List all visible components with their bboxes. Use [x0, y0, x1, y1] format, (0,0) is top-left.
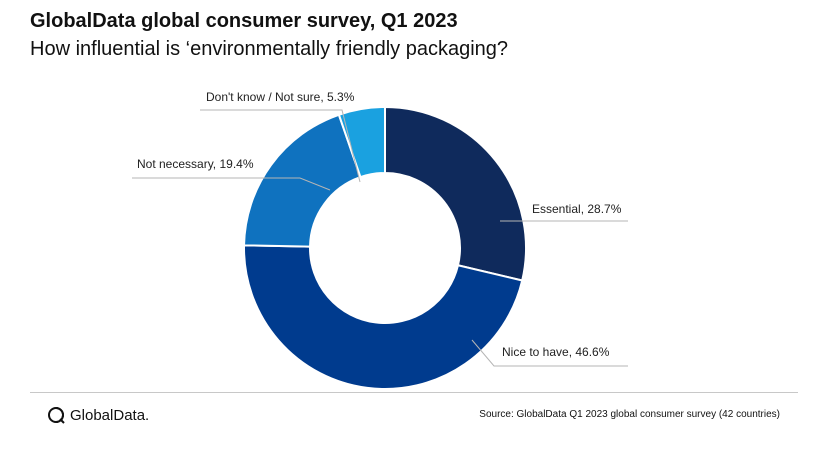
chart-subtitle: How influential is ‘environmentally frie… [30, 38, 509, 60]
source-note: Source: GlobalData Q1 2023 global consum… [479, 409, 780, 420]
leader-not-necessary [132, 177, 331, 191]
logo-text: GlobalData. [70, 406, 150, 424]
donut-chart: Essential, 28.7% Nice to have, 46.6% Not… [132, 90, 628, 390]
globaldata-logo: GlobalData. [46, 405, 149, 425]
footer-divider [30, 392, 798, 393]
leader-dont-know [200, 109, 361, 183]
label-dont-know: Don't know / Not sure, 5.3% [206, 90, 355, 104]
chart-title: GlobalData global consumer survey, Q1 20… [30, 10, 458, 32]
leader-nice-to-have [471, 339, 628, 367]
slice-essential [384, 105, 527, 282]
globaldata-logo-icon [48, 407, 65, 424]
slice-dont-know [337, 105, 386, 179]
slice-not-necessary [243, 113, 362, 248]
label-nice-to-have: Nice to have, 46.6% [502, 345, 610, 359]
label-essential: Essential, 28.7% [532, 202, 622, 216]
slice-nice-to-have [243, 244, 524, 390]
label-not-necessary: Not necessary, 19.4% [137, 157, 254, 171]
